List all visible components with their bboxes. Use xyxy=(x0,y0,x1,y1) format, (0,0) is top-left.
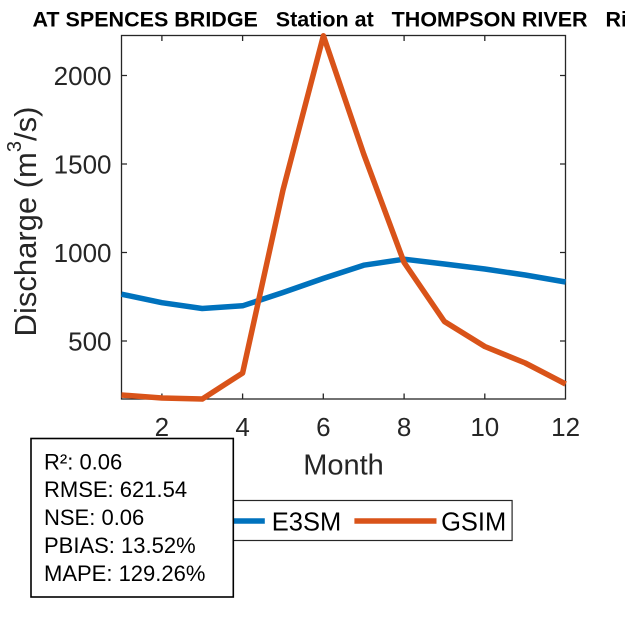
svg-text:MAPE: 129.26%: MAPE: 129.26% xyxy=(44,561,205,586)
svg-text:PBIAS: 13.52%: PBIAS: 13.52% xyxy=(44,533,196,558)
svg-text:E3SM: E3SM xyxy=(272,509,341,537)
svg-text:NSE: 0.06: NSE: 0.06 xyxy=(44,505,144,530)
svg-text:2: 2 xyxy=(155,412,169,442)
svg-text:2000: 2000 xyxy=(54,61,112,91)
svg-text:12: 12 xyxy=(551,412,580,442)
svg-text:6: 6 xyxy=(316,412,330,442)
svg-text:10: 10 xyxy=(470,412,499,442)
svg-text:1500: 1500 xyxy=(54,150,112,180)
svg-text:AT SPENCES BRIDGE Station at: AT SPENCES BRIDGE Station at THOMPSON RI… xyxy=(33,8,625,32)
svg-text:Month: Month xyxy=(303,450,384,482)
svg-text:RMSE: 621.54: RMSE: 621.54 xyxy=(44,477,187,502)
svg-text:GSIM: GSIM xyxy=(441,509,506,537)
svg-text:1000: 1000 xyxy=(54,238,112,268)
svg-text:4: 4 xyxy=(235,412,249,442)
svg-text:R²: 0.06: R²: 0.06 xyxy=(44,449,122,474)
svg-text:8: 8 xyxy=(397,412,411,442)
svg-text:500: 500 xyxy=(68,327,111,357)
svg-text:Discharge (m3/s): Discharge (m3/s) xyxy=(4,107,43,337)
